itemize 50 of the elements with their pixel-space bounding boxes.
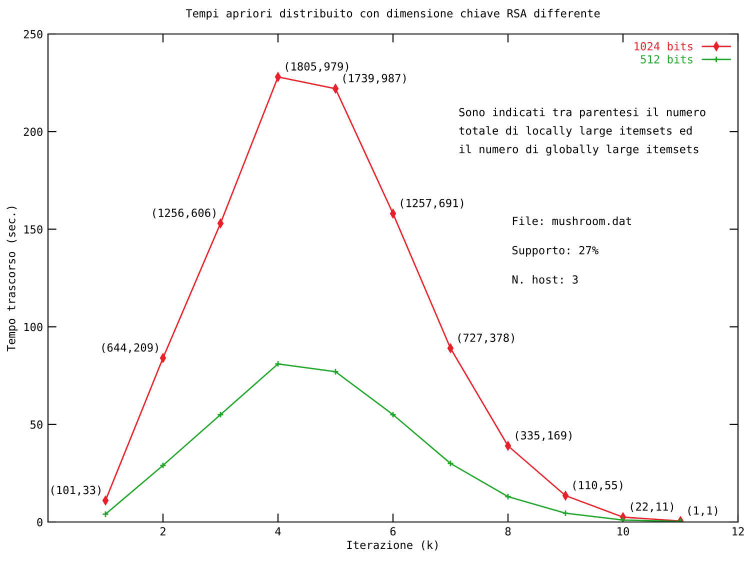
point [447, 344, 454, 353]
annotation: (110,55) [573, 480, 622, 491]
point [504, 493, 512, 500]
legend-label: 512 bits [640, 54, 692, 64]
annotation: (1,1) [688, 506, 718, 516]
point [160, 462, 166, 469]
y-tick-label: 0 [37, 518, 42, 526]
x-tick-label: 2 [160, 527, 166, 536]
x-tick-label: 6 [390, 527, 396, 536]
y-tick-label: 100 [24, 322, 42, 332]
point [332, 368, 339, 376]
x-tick-label: 12 [732, 527, 744, 536]
point [562, 491, 569, 500]
point [274, 72, 282, 82]
point [102, 496, 109, 506]
x-axis-title: Iterazione (k) [347, 540, 438, 550]
y-tick-label: 50 [30, 420, 42, 429]
annotation: File: mushroom.dat [512, 216, 631, 226]
annotation: N. host: 3 [512, 275, 578, 284]
point [504, 441, 512, 450]
y-tick-label: 150 [24, 225, 42, 234]
point [332, 84, 339, 94]
point [447, 460, 454, 467]
annotation: (727,378) [458, 333, 514, 344]
x-tick-label: 10 [618, 527, 629, 536]
annotation: Sono indicati tra parentesi il numero totale di locally large itemsets ed il numero di globally large itemsets [459, 108, 706, 156]
chart-title: Tempi apriori distribuito con dimensione chiave RSA differente [186, 8, 600, 20]
point [390, 411, 396, 418]
annotation: (335,169) [516, 430, 572, 441]
point [217, 411, 224, 418]
x-tick-label: 8 [505, 527, 511, 536]
y-tick-label: 200 [24, 128, 42, 136]
x-tick-label: 4 [275, 527, 281, 536]
point [562, 510, 569, 517]
annotation: Supporto: 27% [512, 246, 598, 257]
annotation: (22,11) [630, 502, 674, 512]
annotation: (1256,606) [153, 208, 216, 218]
point [620, 516, 626, 522]
y-tick-label: 250 [24, 30, 42, 38]
legend-label: 1024 bits [634, 42, 692, 50]
point [274, 360, 282, 368]
y-axis-title: Tempo trascorso (sec.) [6, 206, 18, 352]
annotation: (101,33) [52, 486, 100, 496]
point [160, 353, 166, 363]
annotation: (1739,987) [343, 74, 406, 84]
annotation: (1257,691) [400, 198, 464, 209]
point [217, 218, 224, 228]
annotation: (644,209) [102, 343, 158, 354]
point [390, 208, 396, 218]
annotation: (1805,979) [286, 62, 348, 72]
